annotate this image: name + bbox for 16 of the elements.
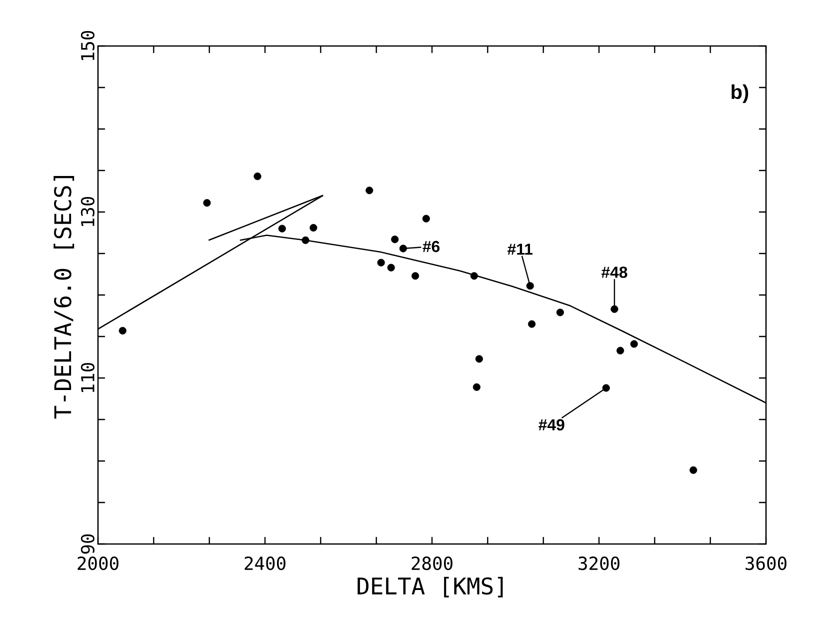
x-axis-title: DELTA [KMS]	[358, 576, 503, 598]
annotation: #11	[508, 244, 533, 255]
annotation: #6	[422, 240, 440, 252]
x-tick-label: 3200	[578, 556, 620, 570]
x-tick-label: 2000	[78, 556, 118, 570]
y-axis-title: T-DELTA/6.0 [SECS]	[54, 176, 74, 419]
x-tick-label: 3600	[746, 556, 786, 570]
y-tick-label: 90	[80, 534, 94, 554]
x-tick-label: 2400	[244, 556, 286, 570]
annotation: #49	[538, 419, 564, 430]
annotation: #48	[601, 266, 628, 278]
y-tick-label: 130	[80, 196, 94, 226]
y-tick-label: 110	[80, 362, 94, 392]
y-tick-label: 150	[80, 30, 94, 60]
x-tick-label: 2800	[412, 556, 452, 570]
annotation: b)	[732, 84, 748, 103]
